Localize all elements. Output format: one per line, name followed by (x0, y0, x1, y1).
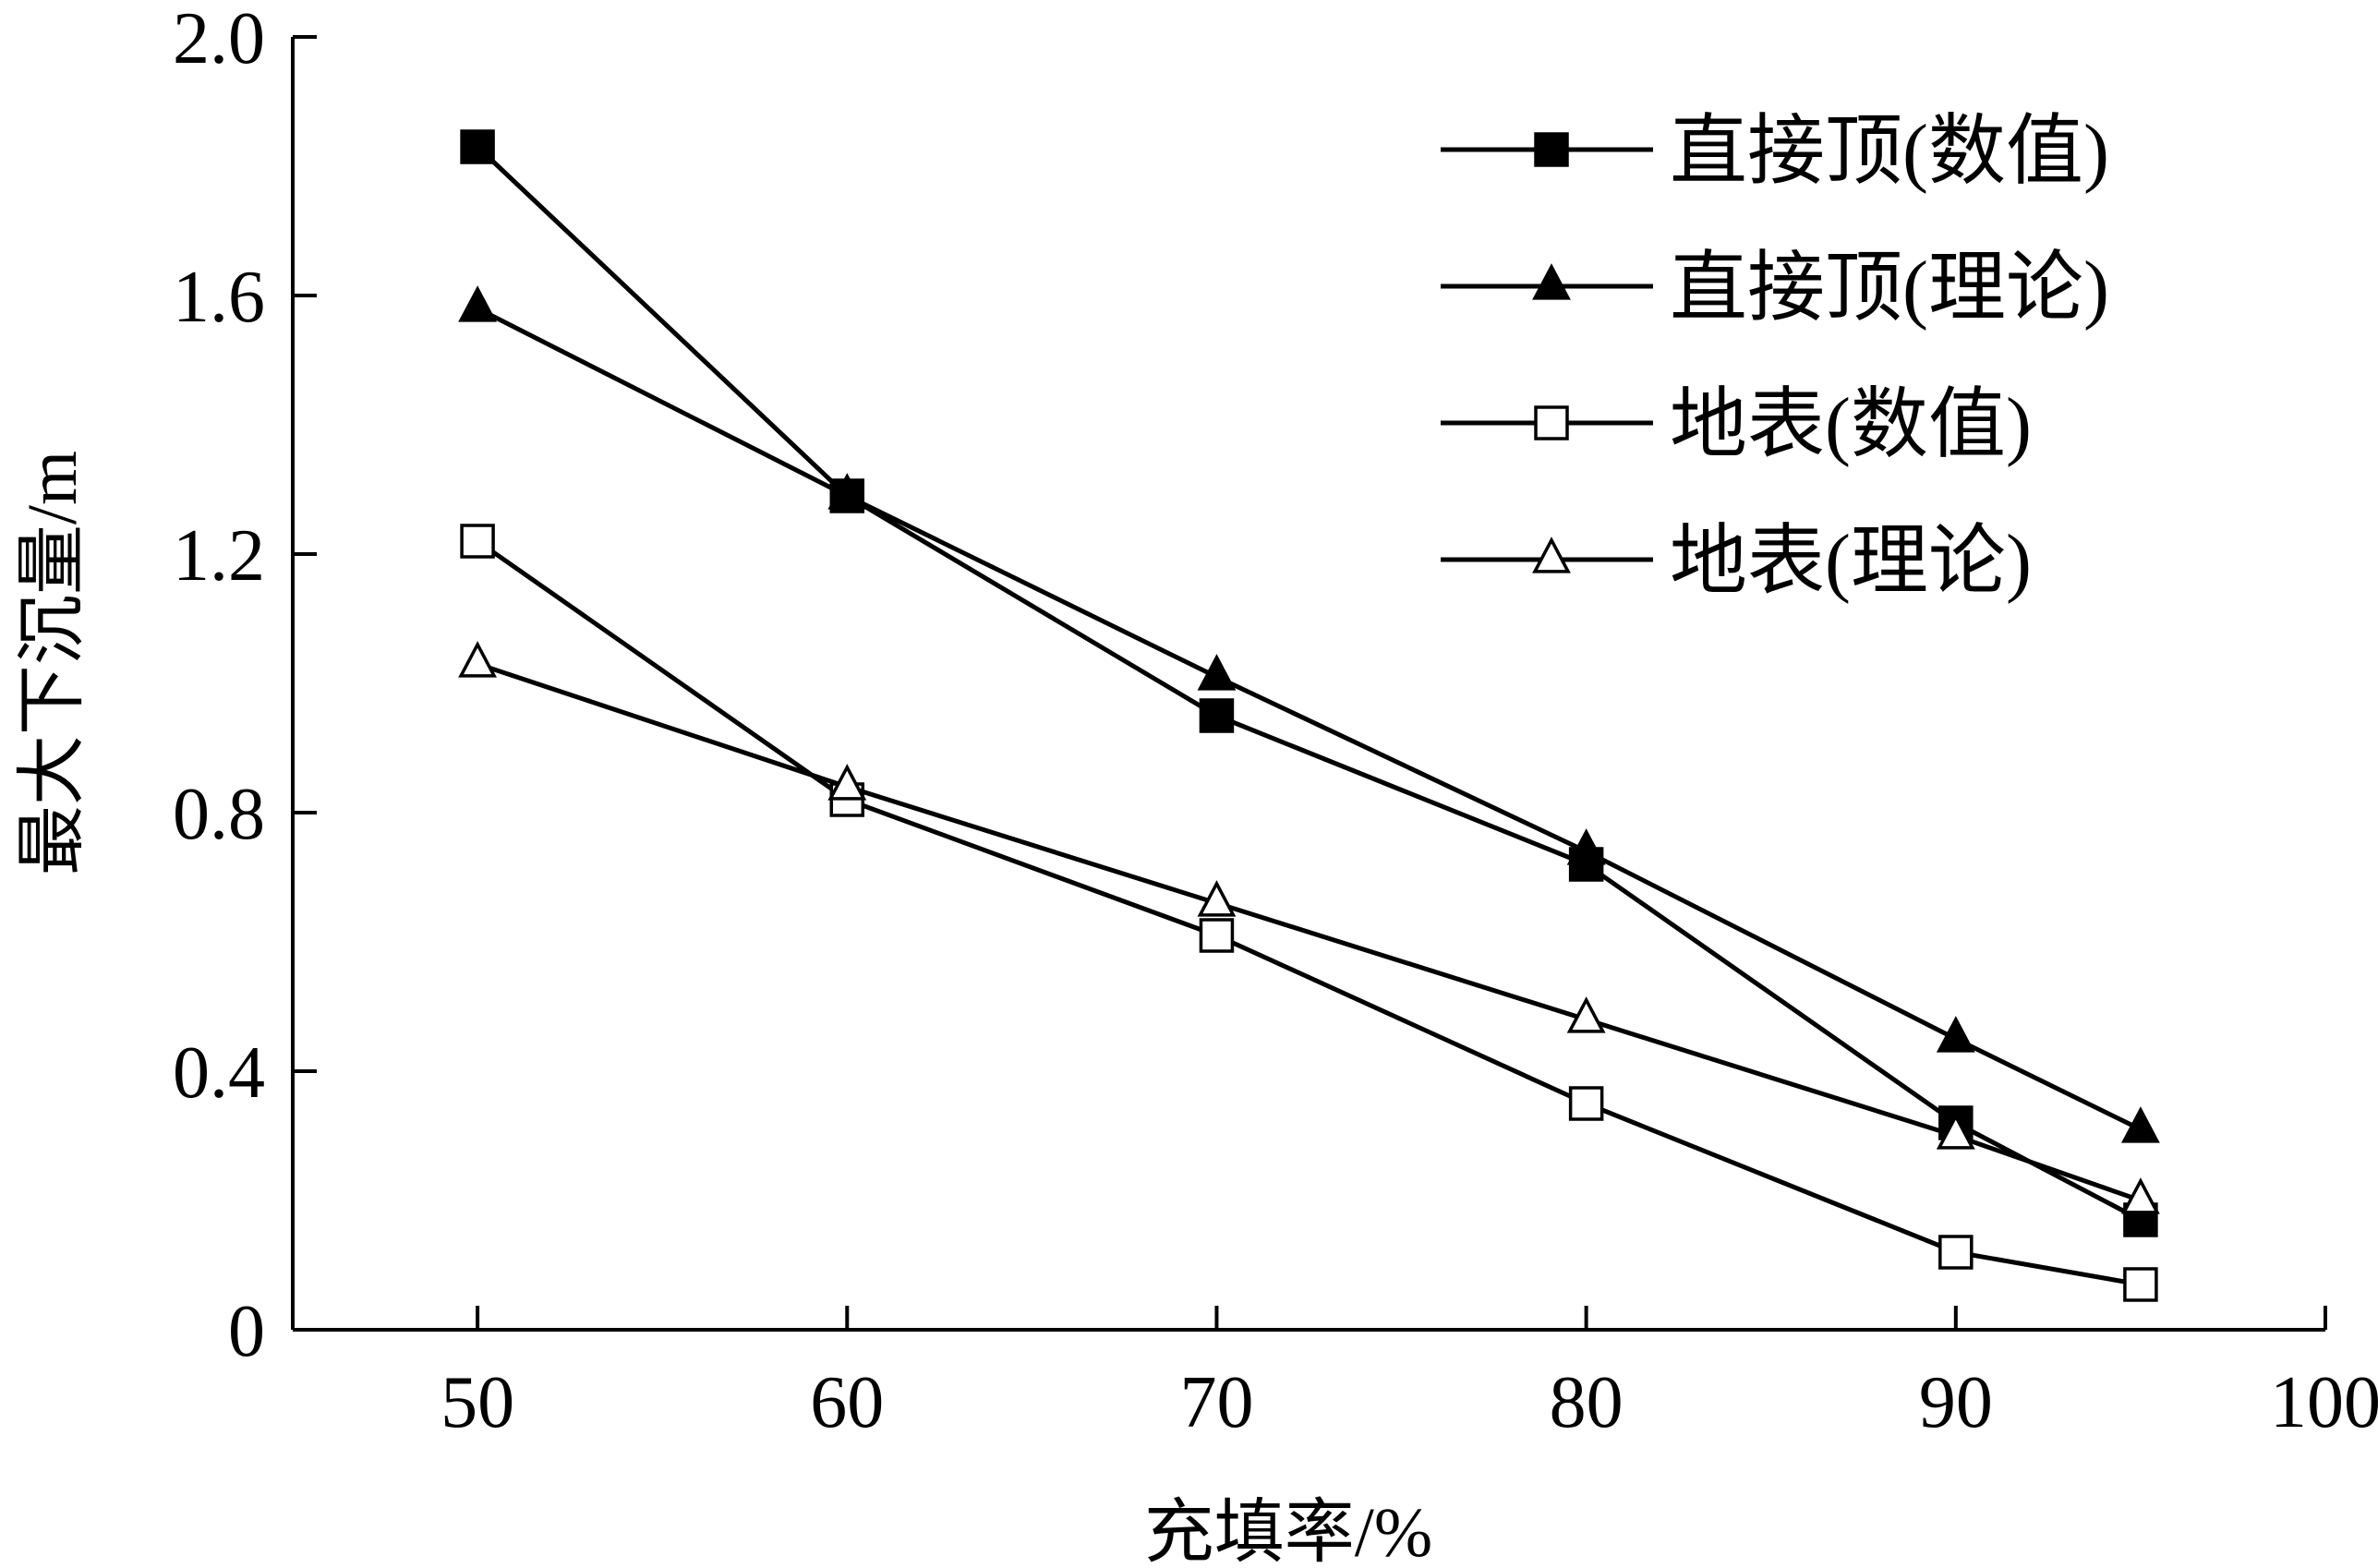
series-layer (458, 129, 2160, 1302)
data-point (1566, 996, 1606, 1033)
series-line (477, 661, 2142, 1203)
y-tick-label: 1.6 (173, 257, 265, 338)
data-point (460, 129, 495, 164)
data-point (827, 764, 867, 801)
series-4 (458, 641, 2160, 1214)
legend-marker (1534, 405, 1569, 440)
data-point (827, 473, 867, 510)
data-point (458, 641, 497, 678)
legend-item: 直接顶(理论) (1441, 246, 2109, 332)
x-tick-label: 90 (1919, 1362, 1993, 1443)
ticks: 0 0.4 0.8 1.2 1.6 2.0 50 60 70 80 90 100 (173, 0, 2378, 1443)
series-2 (458, 285, 2160, 1143)
y-tick-label: 0.4 (173, 1032, 265, 1114)
data-point (1938, 1235, 1974, 1270)
x-tick-label: 60 (810, 1362, 884, 1443)
data-point (2121, 1106, 2160, 1143)
data-point (1199, 698, 1235, 733)
data-point (1566, 828, 1606, 865)
x-tick-label: 70 (1179, 1362, 1253, 1443)
x-tick-label: 50 (441, 1362, 514, 1443)
data-point (458, 285, 497, 322)
y-tick-label: 0.8 (173, 774, 265, 855)
y-axis-label: 最大下沉量/m (14, 451, 91, 875)
series-line (476, 538, 2142, 1287)
axes (291, 37, 2325, 1332)
data-point (1197, 654, 1237, 691)
legend-label: 地表(数值) (1670, 382, 2032, 468)
legend-item: 直接顶(数值) (1441, 109, 2109, 195)
series-line (476, 145, 2143, 1223)
legend-label: 地表(理论) (1670, 519, 2032, 605)
legend-label: 直接顶(理论) (1670, 246, 2109, 332)
data-point (2121, 1177, 2160, 1214)
data-point (1199, 918, 1235, 953)
legend-item: 地表(数值) (1441, 382, 2032, 468)
y-tick-label: 0 (228, 1291, 265, 1372)
data-point (1568, 1086, 1604, 1121)
legend-label: 直接顶(数值) (1670, 109, 2109, 195)
legend: 直接顶(数值) 直接顶(理论) 地表(数值) 地表(理论) (1441, 109, 2109, 605)
data-point (2123, 1267, 2158, 1302)
x-tick-label: 100 (2270, 1362, 2378, 1443)
legend-item: 地表(理论) (1441, 519, 2032, 605)
legend-marker (1532, 537, 1571, 573)
y-tick-label: 1.2 (173, 515, 265, 597)
data-point (460, 524, 495, 559)
legend-marker (1532, 263, 1571, 300)
legend-marker (1534, 132, 1569, 167)
data-point (1936, 1113, 1975, 1150)
x-axis-label: 充填率/% (1144, 1494, 1432, 1568)
x-tick-label: 80 (1550, 1362, 1624, 1443)
series-line (476, 306, 2143, 1132)
data-point (1197, 880, 1237, 917)
data-point (1936, 1016, 1975, 1053)
y-tick-label: 2.0 (173, 0, 265, 79)
series-3 (460, 524, 2158, 1302)
